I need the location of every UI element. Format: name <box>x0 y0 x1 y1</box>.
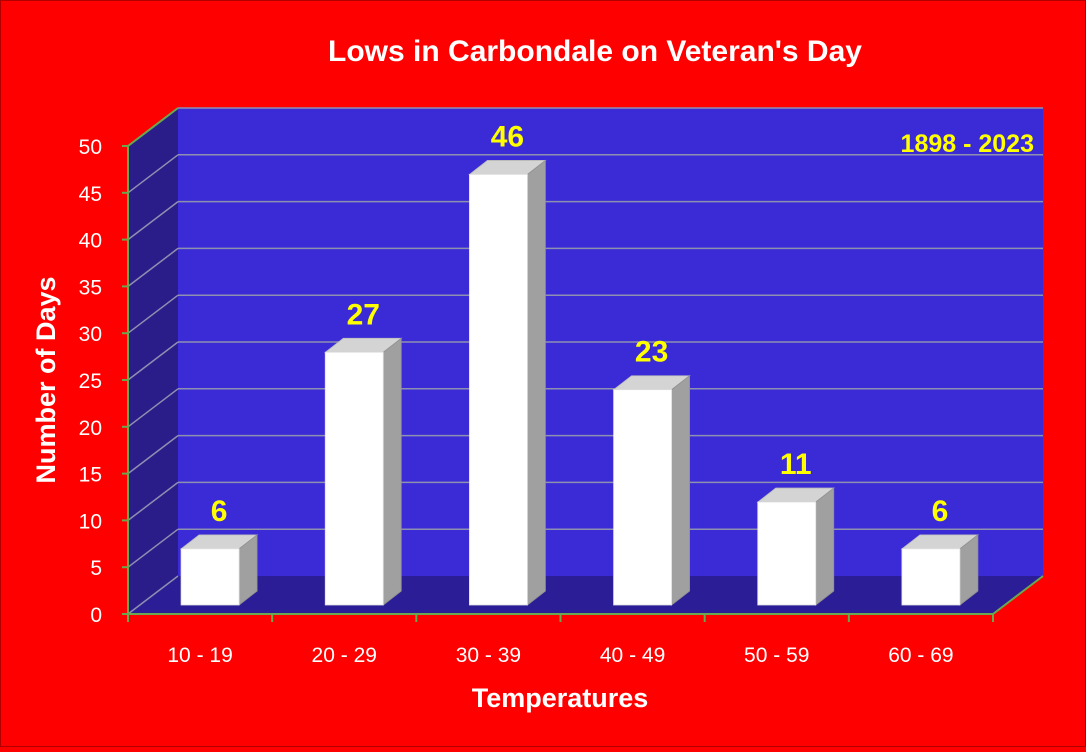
x-tick-label: 20 - 29 <box>312 644 377 667</box>
bar-front <box>757 501 817 606</box>
bars <box>179 159 980 606</box>
y-axis-title: Number of Days <box>31 276 61 483</box>
bar <box>612 374 691 606</box>
gridline-side <box>127 154 179 194</box>
x-axis-title: Temperatures <box>472 683 649 713</box>
gridline-side <box>127 201 179 241</box>
date-range-annotation: 1898 - 2023 <box>901 130 1034 158</box>
y-axis-top-edge <box>127 107 179 147</box>
x-tick-label: 10 - 19 <box>167 644 232 667</box>
gridline-side <box>127 388 179 428</box>
bar <box>900 534 980 606</box>
bar <box>756 487 835 606</box>
bar <box>179 534 259 606</box>
gridline-side <box>127 247 179 287</box>
bar-side <box>815 487 835 606</box>
bar <box>468 159 547 606</box>
x-tick-label: 60 - 69 <box>888 644 953 667</box>
x-tick-label: 30 - 39 <box>456 644 521 667</box>
y-tick-label: 40 <box>79 230 102 253</box>
bar-front <box>180 548 240 606</box>
y-tick-label: 15 <box>79 464 102 487</box>
x-tick-label: 50 - 59 <box>744 644 809 667</box>
y-tick-label: 25 <box>79 370 102 393</box>
bar-front <box>901 548 961 606</box>
bar <box>324 337 403 606</box>
y-tick-label: 5 <box>90 557 102 580</box>
gridline-side <box>127 435 179 475</box>
gridline-side <box>127 528 179 568</box>
y-tick-label: 0 <box>90 604 102 627</box>
y-tick-label: 35 <box>79 276 102 299</box>
data-label: 46 <box>491 120 524 153</box>
bar-side <box>382 337 402 606</box>
chart-title: Lows in Carbondale on Veteran's Day <box>328 35 862 68</box>
gridline-side <box>127 481 179 521</box>
gridline-side <box>127 575 179 615</box>
y-tick-label: 50 <box>79 136 102 159</box>
data-label: 6 <box>932 495 949 528</box>
bar-front <box>324 351 384 606</box>
x-tick-labels: 10 - 19 20 - 29 30 - 39 40 - 49 50 - 59 60 - … <box>167 644 953 667</box>
y-tick-label: 30 <box>79 323 102 346</box>
data-labels: 6 27 46 23 11 6 <box>211 120 949 527</box>
data-label: 27 <box>347 298 380 331</box>
x-tick-label: 40 - 49 <box>600 644 665 667</box>
bar-side <box>671 374 690 606</box>
data-label: 23 <box>635 336 668 369</box>
y-tick-label: 45 <box>79 183 102 206</box>
y-tick-label: 10 <box>79 510 102 533</box>
bar-front <box>469 174 528 606</box>
bar-front <box>613 389 672 606</box>
gridline-side <box>127 294 179 334</box>
y-tick-label: 20 <box>79 417 102 440</box>
data-label: 6 <box>211 495 228 528</box>
y-tick-labels: 0 5 10 15 20 25 30 35 40 45 50 <box>79 136 102 627</box>
data-label: 11 <box>780 448 812 481</box>
bar-side <box>527 159 546 606</box>
x-axis-end-edge <box>992 575 1044 615</box>
gridline-side <box>127 341 179 381</box>
plot-area <box>122 107 1044 622</box>
